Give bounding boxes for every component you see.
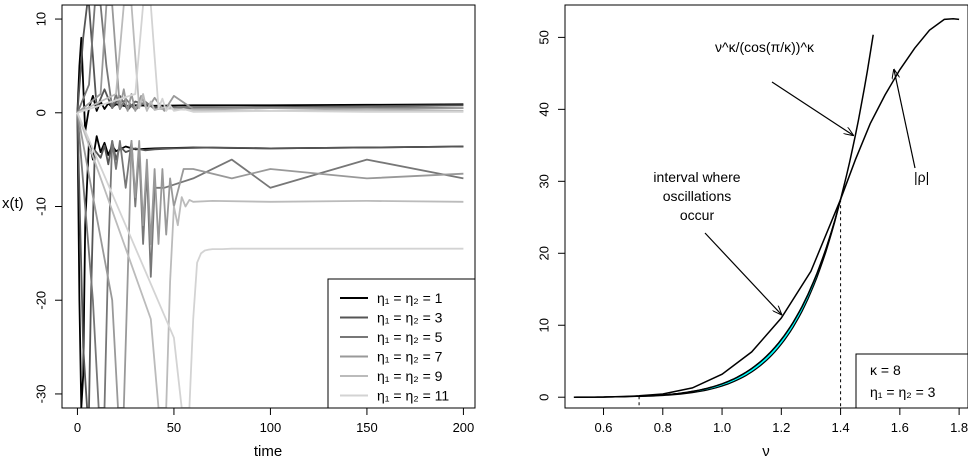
rho-curve: [573, 17, 960, 398]
left-y-tick-label: -10: [33, 197, 48, 216]
left-y-axis-label: x(t): [2, 195, 24, 212]
right-legend-box: [855, 353, 968, 409]
legend-label-2: η₁ = η₂ = 3: [377, 310, 443, 326]
right-y-tick-label: 40: [536, 102, 551, 116]
left-y-tick-label: 0: [33, 109, 48, 116]
right-x-tick-label: 0.8: [654, 420, 672, 435]
legend-label-5: η₁ = η₂ = 9: [377, 368, 443, 384]
series-line-4-lower: [76, 112, 464, 408]
legend-label-3: η₁ = η₂ = 5: [377, 329, 443, 345]
right-y-tick-label: 20: [536, 246, 551, 260]
right-legend-eta: η₁ = η₂ = 3: [870, 384, 936, 400]
right-y-tick-label: 50: [536, 30, 551, 44]
left-legend: η₁ = η₂ = 1 η₁ = η₂ = 3 η₁ = η₂ = 5 η₁ = η₂…: [327, 278, 476, 409]
rho-arrow: [894, 70, 916, 169]
series-line-5-lower: [76, 112, 464, 408]
series-line-5-upper: [77, 5, 464, 114]
right-x-tick-label: 1.2: [772, 420, 790, 435]
left-y-tick-label: 10: [33, 12, 48, 26]
oscillation-interval-fill: [638, 199, 842, 398]
series-line-6-lower: [76, 112, 464, 408]
right-x-tick-label: 0.6: [594, 420, 612, 435]
left-x-tick-label: 200: [453, 420, 475, 435]
left-y-tick-label: -20: [33, 291, 48, 310]
bound-arrow: [771, 81, 853, 135]
right-y-tick-label: 30: [536, 174, 551, 188]
right-y-tick-label: 10: [536, 318, 551, 332]
rho-label: |ρ|: [914, 169, 929, 185]
left-x-tick-label: 50: [167, 420, 181, 435]
left-legend-box: [327, 278, 476, 409]
left-y-tick-label: -30: [33, 385, 48, 404]
interval-label-line-3: occur: [680, 207, 715, 223]
right-x-tick-label: 1.0: [713, 420, 731, 435]
left-x-tick-label: 100: [260, 420, 282, 435]
right-legend: κ = 8 η₁ = η₂ = 3: [855, 353, 968, 409]
bound-curve-label: ν^κ/(cos(π/κ))^κ: [715, 39, 815, 55]
right-x-tick-label: 1.6: [891, 420, 909, 435]
right-x-axis-label: ν: [762, 443, 770, 460]
left-x-tick-label: 150: [356, 420, 378, 435]
series-line-6-upper: [77, 5, 464, 114]
right-x-tick-label: 1.8: [950, 420, 968, 435]
right-annotations: ν^κ/(cos(π/κ))^κ |ρ| interval where osci…: [653, 39, 929, 314]
interval-arrow: [704, 232, 781, 314]
interval-label-line-1: interval where: [653, 169, 740, 185]
series-line-2-lower: [76, 112, 464, 408]
left-x-axis-label: time: [254, 443, 282, 460]
right-parameter-panel: 0.6 0.8 1.0 1.2 1.4 1.6 1.8 0 10 20 30 40 50 ν ν^κ/(…: [536, 4, 968, 460]
right-legend-kappa: κ = 8: [870, 362, 901, 378]
legend-label-6: η₁ = η₂ = 11: [377, 388, 449, 404]
left-x-tick-label: 0: [74, 420, 81, 435]
left-time-series-panel: 0 50 100 150 200 -30 -20 -10 0 10 time x(t) η₁ = …: [2, 4, 476, 460]
right-y-tick-label: 0: [536, 394, 551, 401]
right-plot-frame: [564, 4, 968, 409]
bound-curve: [573, 34, 874, 398]
series-line-4-upper: [76, 5, 464, 114]
right-x-tick-label: 1.4: [832, 420, 850, 435]
legend-label-1: η₁ = η₂ = 1: [377, 290, 443, 306]
legend-label-4: η₁ = η₂ = 7: [377, 349, 443, 365]
interval-label-line-2: oscillations: [663, 188, 731, 204]
